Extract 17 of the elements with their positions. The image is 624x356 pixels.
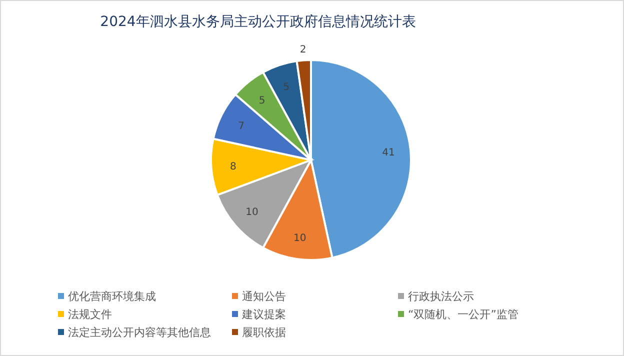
data-label: 10 [246,207,258,218]
legend-label: 行政执法公示 [408,290,474,303]
data-label: 5 [283,82,290,93]
legend-label: “双随机、一公开”监管 [408,308,518,321]
legend-label: 优化营商环境集成 [68,290,156,303]
data-label: 2 [300,44,306,56]
legend-label: 建议提案 [241,308,286,321]
legend-label: 法定主动公开内容等其他信息 [68,326,211,339]
legend-label: 通知公告 [242,290,286,303]
legend-label: 法规文件 [68,308,112,321]
data-label: 8 [230,162,236,173]
data-label: 10 [294,233,306,244]
data-label: 5 [258,95,266,106]
data-label: 7 [238,121,244,132]
legend-label: 履职依据 [242,326,286,339]
data-label: 41 [382,148,395,159]
chart-title: 2024年泗水县水务局主动公开政府信息情况统计表 [100,14,416,30]
